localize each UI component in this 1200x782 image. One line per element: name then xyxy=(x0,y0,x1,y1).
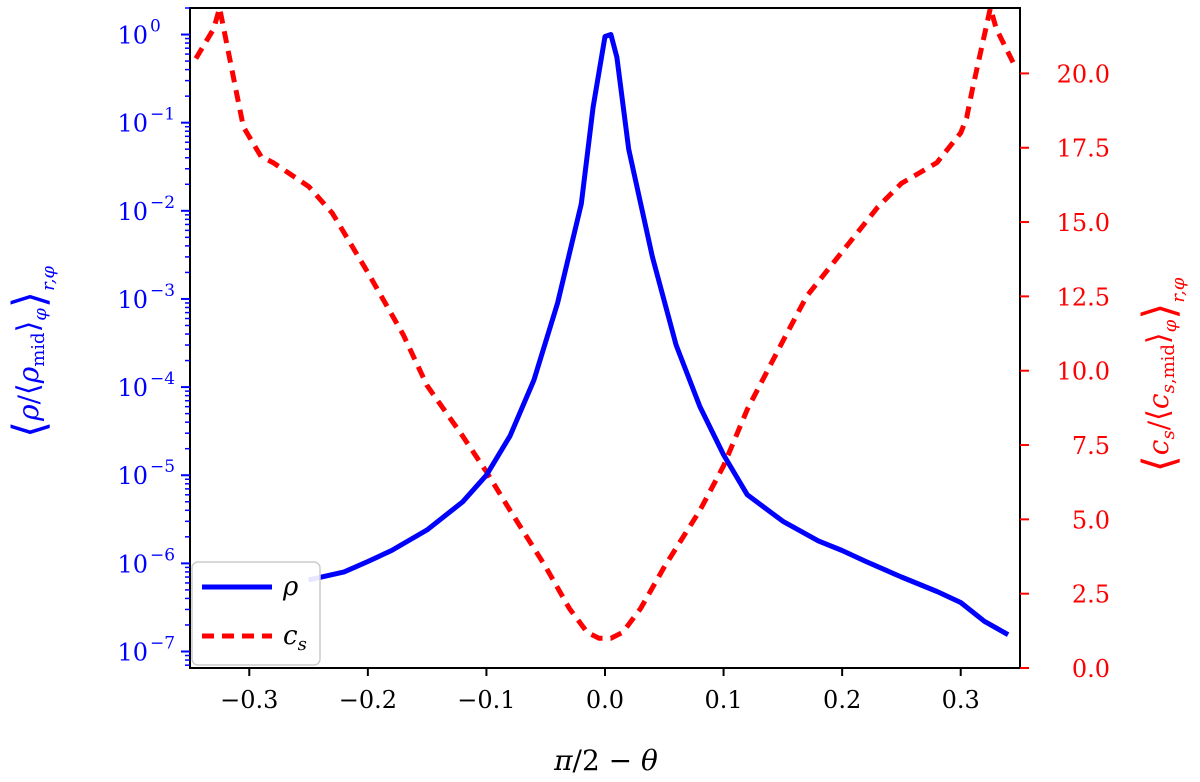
x-tick-label: −0.1 xyxy=(457,686,515,714)
x-axis-label-rest: /2 − xyxy=(573,744,642,777)
y-axis-left-label: ⟨ρ/⟨ρmid⟩φ⟩r,φ xyxy=(4,266,59,438)
y-right-tick-label: 17.5 xyxy=(1057,135,1110,163)
y-right-tick-label: 15.0 xyxy=(1057,209,1110,237)
x-axis-label-theta: θ xyxy=(641,744,658,777)
y-left-tick-exponent: −2 xyxy=(150,193,175,213)
y-right-tick-label: 10.0 xyxy=(1057,358,1110,386)
rho-series-line xyxy=(308,32,1010,637)
y-right-tick-label: 5.0 xyxy=(1072,506,1110,534)
y-right-tick-label: 12.5 xyxy=(1057,283,1110,311)
y-axis-right-label: ⟨cs/⟨cs,mid⟩φ⟩r,φ xyxy=(1134,277,1189,472)
y-left-tick-label: 10 xyxy=(117,198,148,226)
x-tick-label: −0.3 xyxy=(220,686,278,714)
x-tick-label: 0.0 xyxy=(586,686,624,714)
legend-cs-label: cs xyxy=(283,621,307,655)
y-left-tick-exponent: −3 xyxy=(150,281,175,301)
legend: ρ cs xyxy=(191,561,321,666)
y-left-tick-label: 10 xyxy=(117,286,148,314)
x-axis-label: π/2 − θ xyxy=(553,744,658,777)
x-axis: −0.3 −0.2 −0.1 0.0 0.1 0.2 0.3 xyxy=(220,668,980,714)
x-tick-label: 0.3 xyxy=(942,686,980,714)
y-right-tick-label: 20.0 xyxy=(1057,60,1110,88)
legend-cs-label-main: c xyxy=(283,621,298,651)
y-axis-right: 0.0 2.5 5.0 7.5 10.0 12.5 15.0 17.5 20.0 xyxy=(1020,60,1110,683)
y-left-tick-exponent: 0 xyxy=(150,17,161,37)
y-left-tick-label: 10 xyxy=(117,639,148,667)
y-left-tick-exponent: −7 xyxy=(150,634,175,654)
y-left-tick-exponent: −6 xyxy=(150,545,175,565)
x-tick-label: −0.2 xyxy=(339,686,397,714)
y-axis-right-label-text: ⟨cs/⟨cs,mid⟩φ⟩r,φ xyxy=(1134,277,1189,472)
y-right-tick-label: 2.5 xyxy=(1072,581,1110,609)
y-right-tick-label: 7.5 xyxy=(1072,432,1110,460)
legend-rho-label: ρ xyxy=(282,572,299,602)
x-tick-label: 0.2 xyxy=(823,686,861,714)
y-axis-left-label-text: ⟨ρ/⟨ρmid⟩φ⟩r,φ xyxy=(4,266,59,438)
y-left-tick-label: 10 xyxy=(117,550,148,578)
y-left-tick-exponent: −1 xyxy=(150,105,175,125)
y-left-tick-exponent: −5 xyxy=(150,457,175,477)
x-axis-label-pi: π xyxy=(553,744,573,777)
y-left-tick-label: 10 xyxy=(117,462,148,490)
y-left-tick-label: 10 xyxy=(117,374,148,402)
y-left-tick-label: 10 xyxy=(117,110,148,138)
x-tick-label: 0.1 xyxy=(704,686,742,714)
y-right-tick-label: 0.0 xyxy=(1072,655,1110,683)
y-left-tick-label: 10 xyxy=(117,22,148,50)
legend-cs-label-sub: s xyxy=(298,634,307,655)
rho-series-layer xyxy=(308,32,1010,637)
y-left-tick-exponent: −4 xyxy=(150,369,175,389)
